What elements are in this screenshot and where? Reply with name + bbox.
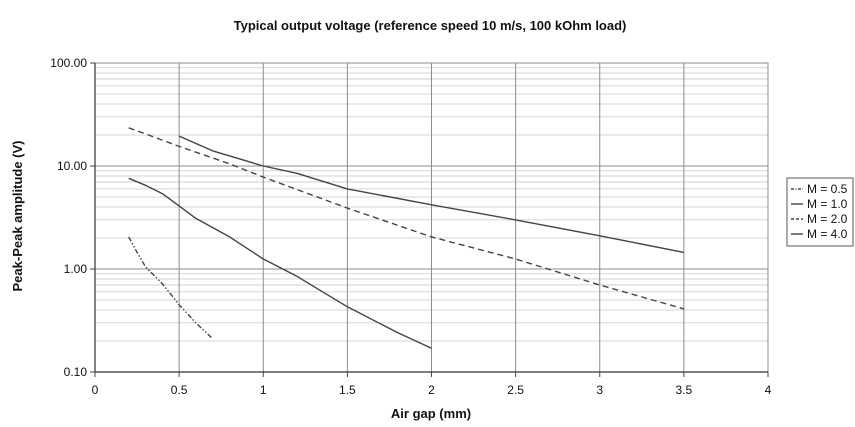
series-line-4 bbox=[178, 135, 685, 254]
series-lines bbox=[128, 127, 685, 349]
y-tick-label: 1.00 bbox=[64, 262, 88, 276]
y-axis-label: Peak-Peak amplitude (V) bbox=[10, 141, 25, 292]
x-tick-label: 1.5 bbox=[339, 383, 356, 397]
series-line-3 bbox=[128, 127, 685, 310]
x-tick-label: 2 bbox=[428, 383, 435, 397]
x-tick-label: 3.5 bbox=[676, 383, 693, 397]
legend-label: M = 0.5 bbox=[807, 182, 848, 196]
x-tick-label: 0 bbox=[92, 383, 99, 397]
x-axis-label: Air gap (mm) bbox=[391, 406, 471, 421]
x-tick-label: 3 bbox=[596, 383, 603, 397]
y-tick-label: 100.00 bbox=[50, 56, 87, 70]
legend-label: M = 2.0 bbox=[807, 212, 848, 226]
x-tick-label: 0.5 bbox=[171, 383, 188, 397]
axes: 0 0.5 1 1.5 2 2.5 3 3.5 4 100.00 10.00 1.00 0.10 bbox=[50, 56, 771, 397]
series-line-1 bbox=[128, 236, 214, 340]
x-tick-label: 1 bbox=[260, 383, 267, 397]
y-tick-label: 10.00 bbox=[57, 159, 87, 173]
chart-title: Typical output voltage (reference speed … bbox=[234, 18, 627, 33]
x-tick-label: 2.5 bbox=[507, 383, 524, 397]
grid-lines bbox=[94, 62, 769, 373]
y-tick-label: 0.10 bbox=[64, 365, 88, 379]
series-line-2 bbox=[128, 177, 432, 349]
legend: M = 0.5M = 1.0M = 2.0M = 4.0 bbox=[786, 177, 854, 247]
legend-label: M = 4.0 bbox=[807, 227, 848, 241]
legend-label: M = 1.0 bbox=[807, 197, 848, 211]
x-tick-label: 4 bbox=[765, 383, 772, 397]
